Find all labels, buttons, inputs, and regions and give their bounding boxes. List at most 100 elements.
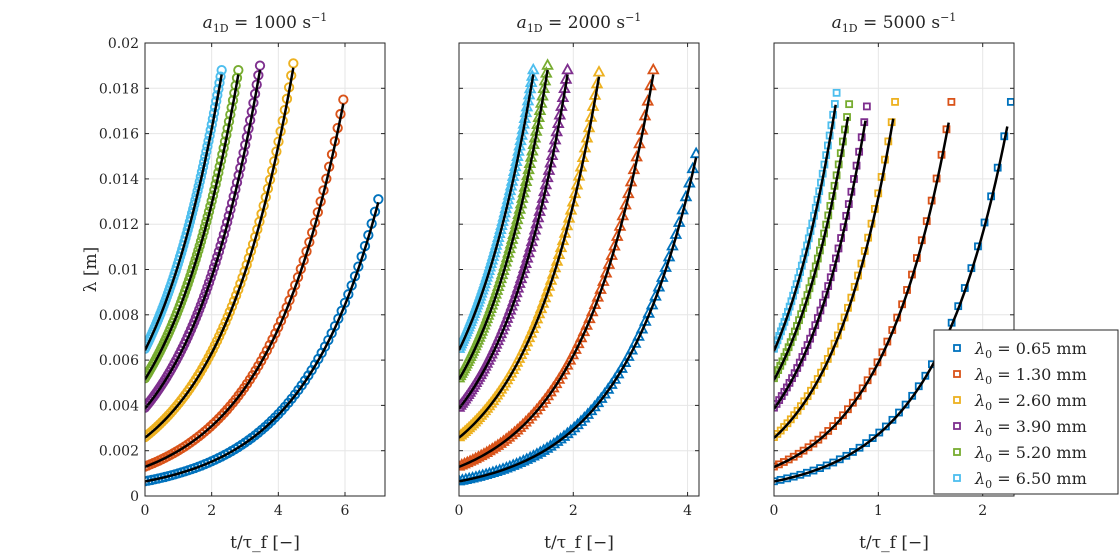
x-axis-label: t/τ_f [−]: [859, 533, 929, 553]
panel-3: 0 1 2 a1D = 5000 s−1 t/τ_f [−]: [770, 11, 1015, 553]
series-5: [774, 100, 854, 383]
data-point: [205, 421, 216, 432]
series-4: [459, 62, 574, 412]
fit-curve: [459, 69, 549, 381]
y-tick-label: 0.004: [99, 398, 139, 414]
data-point: [213, 413, 224, 424]
fit-curve: [145, 69, 262, 410]
plot-area: [459, 58, 699, 486]
data-point: [646, 62, 660, 75]
data-point: [774, 344, 778, 353]
data-point: [261, 345, 272, 356]
y-tick-label: 0.002: [99, 444, 139, 460]
data-point: [834, 416, 842, 425]
legend-label: λ0 = 3.90 mm: [974, 417, 1087, 439]
legend-label: λ0 = 2.60 mm: [974, 391, 1087, 413]
legend-label: λ0 = 1.30 mm: [974, 365, 1087, 387]
data-point: [888, 415, 897, 424]
legend-marker: [953, 396, 961, 404]
y-axis-label: λ [m]: [81, 247, 101, 293]
x-tick-label: 0: [770, 503, 779, 519]
data-point: [256, 355, 267, 367]
fit-curve: [774, 122, 950, 469]
data-point: [216, 65, 227, 76]
data-point: [233, 65, 244, 76]
data-point: [947, 97, 956, 106]
series-4: [774, 102, 871, 412]
chart-title: a1D = 5000 s−1: [832, 11, 957, 35]
plot-area: [145, 58, 384, 487]
series-1: [774, 97, 1014, 486]
x-tick-label: 0: [141, 503, 150, 519]
data-point: [258, 350, 270, 362]
legend-marker: [953, 474, 961, 482]
series-2: [774, 97, 956, 471]
y-tick-label: 0.006: [99, 353, 139, 369]
legend: λ0 = 0.65 mm λ0 = 1.30 mm λ0 = 2.60 mm λ0 =…: [933, 329, 1119, 495]
data-point: [689, 146, 699, 159]
x-tick-label: 1: [874, 503, 883, 519]
series-2: [459, 62, 660, 471]
x-tick-label: 4: [683, 503, 692, 519]
legend-marker: [953, 370, 961, 378]
x-tick-label: 2: [569, 503, 578, 519]
data-point: [774, 374, 778, 383]
fit-curve: [145, 74, 240, 381]
fit-curve: [774, 116, 850, 381]
x-tick-label: 0: [455, 503, 464, 519]
data-point: [875, 428, 884, 437]
x-tick-label: 2: [207, 503, 216, 519]
legend-marker: [953, 448, 961, 456]
series-5: [459, 58, 554, 383]
data-point: [338, 94, 349, 105]
data-point: [845, 100, 854, 109]
legend-label: λ0 = 6.50 mm: [974, 469, 1087, 491]
y-tick-label: 0: [130, 489, 139, 505]
plot-area: [774, 88, 1014, 486]
y-tick-label: 0.012: [99, 217, 139, 233]
data-point: [891, 97, 899, 106]
series-2: [145, 94, 349, 472]
data-point: [832, 88, 841, 97]
x-axis-label: t/τ_f [−]: [544, 533, 614, 553]
legend-marker: [953, 344, 961, 352]
data-point: [561, 62, 574, 75]
data-point: [202, 424, 213, 435]
series-6: [459, 62, 540, 353]
data-point: [819, 431, 828, 440]
fit-curve: [774, 118, 895, 439]
data-point: [526, 62, 540, 75]
y-tick-label: 0.01: [108, 263, 139, 279]
legend-label: λ0 = 0.65 mm: [974, 339, 1087, 361]
legend-label: λ0 = 5.20 mm: [974, 443, 1087, 465]
y-tick-label: 0.014: [99, 172, 139, 188]
series-1: [145, 194, 384, 487]
fit-curve: [145, 74, 223, 351]
data-point: [824, 427, 833, 435]
fit-curve: [459, 76, 601, 439]
data-point: [216, 410, 227, 421]
data-point: [210, 416, 221, 427]
series-5: [145, 65, 244, 384]
data-point: [541, 58, 554, 70]
data-point: [288, 58, 299, 69]
data-point: [207, 419, 219, 430]
y-tick-label: 0.008: [99, 308, 139, 324]
x-axis-label: t/τ_f [−]: [230, 533, 300, 553]
x-tick-label: 4: [274, 503, 283, 519]
fit-curve: [774, 120, 867, 410]
legend-box: [933, 329, 1119, 495]
data-point: [829, 422, 838, 430]
fit-curve: [145, 103, 345, 469]
series-4: [145, 60, 266, 413]
data-point: [1006, 97, 1014, 106]
y-tick-label: 0.018: [99, 81, 139, 97]
data-point: [592, 65, 606, 77]
legend-marker: [953, 422, 961, 430]
series-3: [145, 58, 299, 443]
x-tick-label: 2: [978, 503, 987, 519]
chart-title: a1D = 2000 s−1: [517, 11, 642, 35]
x-tick-label: 6: [341, 503, 350, 519]
series-3: [459, 65, 606, 442]
